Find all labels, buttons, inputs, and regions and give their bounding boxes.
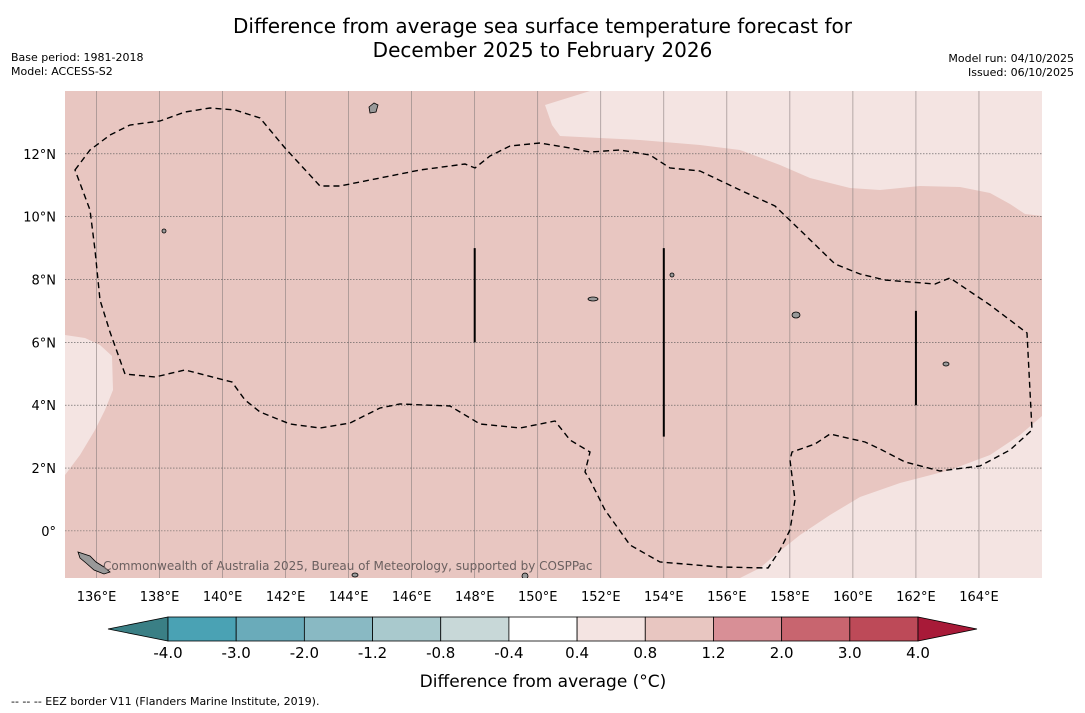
chart-title: Difference from average sea surface temp… bbox=[0, 14, 1085, 62]
island-palau bbox=[77, 551, 111, 575]
colorbar-tick-label: 1.2 bbox=[702, 644, 726, 662]
eez-boundary-lines bbox=[473, 248, 917, 437]
island-small-6 bbox=[351, 572, 359, 578]
islands bbox=[77, 102, 950, 578]
anomaly-fill-0-4-to-0-8-northeast bbox=[545, 91, 1042, 216]
colorbar-bin bbox=[644, 616, 714, 642]
lat-tick-label: 12°N bbox=[23, 148, 56, 163]
colorbar-tick-label: -3.0 bbox=[222, 644, 251, 662]
colorbar-tick-label: -2.0 bbox=[290, 644, 319, 662]
colorbar-tick-label: -0.8 bbox=[426, 644, 455, 662]
anomaly-fill-0-4-to-0-8-southeast bbox=[740, 416, 1042, 578]
colorbar-bin bbox=[372, 616, 442, 642]
colorbar-tick-label: 3.0 bbox=[838, 644, 862, 662]
lon-tick-label: 152°E bbox=[581, 590, 621, 605]
colorbar-tick-label: 0.8 bbox=[633, 644, 657, 662]
eez-footnote: -- -- -- EEZ border V11 (Flanders Marine… bbox=[11, 695, 320, 708]
colorbar-bin bbox=[235, 616, 305, 642]
colorbar-over-arrow bbox=[917, 616, 978, 642]
model-run-label: Model run: 04/10/2025 bbox=[948, 52, 1074, 65]
colorbar-bin bbox=[508, 616, 578, 642]
colorbar-tick-label: 4.0 bbox=[906, 644, 930, 662]
lon-tick-label: 164°E bbox=[959, 590, 999, 605]
lon-tick-label: 140°E bbox=[203, 590, 243, 605]
island-small-5 bbox=[521, 572, 529, 578]
island-small-4 bbox=[942, 361, 950, 367]
meta-left: Base period: 1981-2018 Model: ACCESS-S2 bbox=[11, 51, 143, 79]
axis-tick-labels: 136°E 138°E 140°E 142°E 144°E 146°E 148°E 150°E… bbox=[23, 148, 999, 605]
island-northwest bbox=[368, 102, 379, 114]
issued-label: Issued: 06/10/2025 bbox=[967, 66, 1074, 79]
lat-tick-label: 6°N bbox=[32, 336, 57, 351]
lat-tick-label: 0° bbox=[41, 525, 56, 540]
island-small-2 bbox=[587, 296, 599, 302]
colorbar-bin bbox=[303, 616, 373, 642]
colorbar-tick-label: -4.0 bbox=[153, 644, 182, 662]
eez-border-dashed bbox=[74, 107, 1033, 569]
colorbar-bin bbox=[576, 616, 646, 642]
colorbar-bin bbox=[167, 616, 237, 642]
colorbar-tick-label: 0.4 bbox=[565, 644, 589, 662]
colorbar-tick-label: -0.4 bbox=[494, 644, 523, 662]
map-panel: Commonwealth of Australia 2025, Bureau o… bbox=[65, 91, 1042, 578]
colorbar-bin bbox=[849, 616, 919, 642]
lon-tick-label: 162°E bbox=[896, 590, 936, 605]
lon-tick-label: 142°E bbox=[266, 590, 306, 605]
base-period-label: Base period: 1981-2018 bbox=[11, 51, 144, 64]
colorbar-tick-label: -1.2 bbox=[358, 644, 387, 662]
title-line-2: December 2025 to February 2026 bbox=[372, 38, 713, 62]
lon-tick-label: 150°E bbox=[518, 590, 558, 605]
attribution-text: Commonwealth of Australia 2025, Bureau o… bbox=[103, 559, 593, 573]
lon-tick-label: 146°E bbox=[392, 590, 432, 605]
lon-tick-label: 136°E bbox=[77, 590, 117, 605]
lon-tick-label: 158°E bbox=[770, 590, 810, 605]
lon-tick-label: 160°E bbox=[833, 590, 873, 605]
colorbar-tick-label: 2.0 bbox=[770, 644, 794, 662]
island-small-1 bbox=[161, 228, 167, 234]
lat-tick-label: 2°N bbox=[32, 462, 57, 477]
colorbar-bin bbox=[713, 616, 783, 642]
lon-tick-label: 154°E bbox=[644, 590, 684, 605]
colorbar-bin bbox=[781, 616, 851, 642]
colorbar-bin bbox=[440, 616, 510, 642]
lon-tick-label: 148°E bbox=[455, 590, 495, 605]
lon-tick-label: 144°E bbox=[329, 590, 369, 605]
colorbar-under-arrow bbox=[107, 616, 169, 642]
lat-tick-label: 4°N bbox=[32, 399, 57, 414]
model-label: Model: ACCESS-S2 bbox=[11, 65, 113, 78]
island-east bbox=[791, 311, 801, 319]
colorbar: -4.0 -3.0 -2.0 -1.2 -0.8 -0.4 0.4 0.8 1.2 2.0 3.0 4… bbox=[107, 616, 978, 662]
title-line-1: Difference from average sea surface temp… bbox=[232, 14, 852, 38]
meta-right: Model run: 04/10/2025 Issued: 06/10/2025 bbox=[948, 52, 1074, 80]
island-small-3 bbox=[669, 272, 675, 278]
lon-tick-label: 138°E bbox=[140, 590, 180, 605]
colorbar-label: Difference from average (°C) bbox=[420, 672, 667, 692]
lon-tick-label: 156°E bbox=[707, 590, 747, 605]
lat-tick-label: 10°N bbox=[23, 211, 56, 226]
lat-tick-label: 8°N bbox=[32, 274, 57, 289]
